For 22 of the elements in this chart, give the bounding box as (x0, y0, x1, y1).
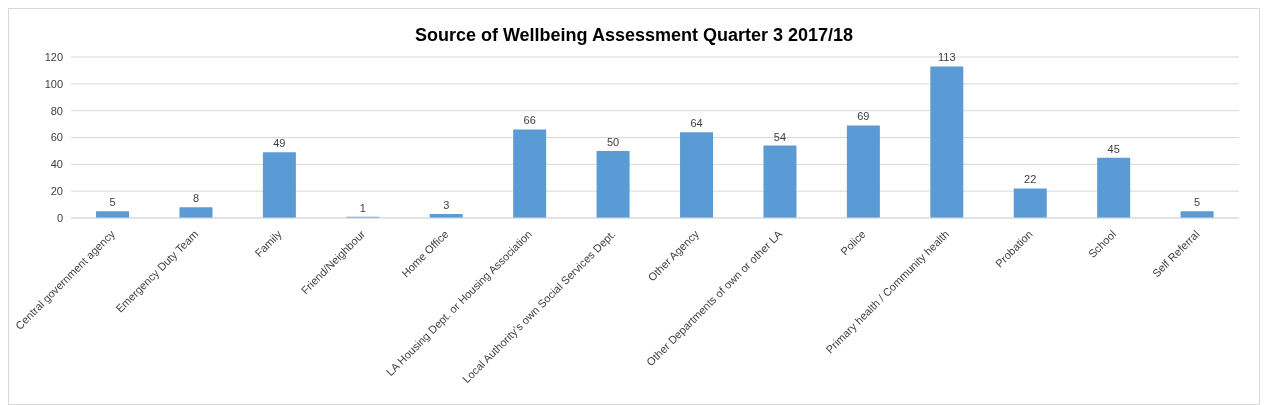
y-tick-label: 20 (50, 185, 63, 198)
y-tick-label: 60 (50, 131, 63, 144)
data-label: 54 (773, 130, 787, 143)
data-label: 69 (857, 110, 870, 123)
data-label: 45 (1107, 142, 1120, 155)
data-label: 5 (1194, 196, 1201, 209)
data-label: 5 (109, 196, 116, 209)
chart-title: Source of Wellbeing Assessment Quarter 3 2017/18 (413, 25, 855, 46)
data-label: 64 (690, 117, 703, 130)
data-label: 66 (523, 114, 536, 127)
data-label: 49 (273, 137, 286, 150)
data-label: 113 (938, 51, 956, 64)
y-tick-label: 40 (50, 158, 63, 171)
data-label: 3 (443, 198, 450, 211)
data-label: 22 (1024, 173, 1037, 186)
data-label: 8 (192, 192, 200, 205)
y-tick-label: 100 (44, 77, 63, 90)
y-tick-label: 0 (56, 211, 63, 224)
y-tick-label: 80 (50, 104, 63, 117)
data-label: 1 (359, 201, 366, 214)
data-label: 50 (606, 135, 620, 148)
y-tick-label: 120 (44, 50, 63, 63)
